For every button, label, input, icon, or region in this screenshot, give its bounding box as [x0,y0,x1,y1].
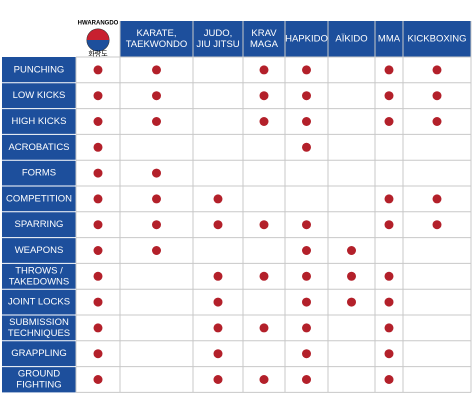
dot [384,117,394,126]
column-header: MMA [378,34,401,45]
dot [93,349,103,359]
dot [213,194,223,204]
dot [152,65,161,75]
dot [432,117,442,126]
dot [93,91,103,101]
dot [384,323,394,333]
dot [213,297,223,307]
row-label-band [2,57,76,393]
dot [347,297,356,307]
row-label: THROWS / [15,265,63,276]
dot [93,323,103,333]
dot [213,220,223,230]
dot [93,142,103,152]
dot [347,271,356,281]
dot [384,271,394,281]
logo: HWARANGDO 화랑도 [78,21,119,58]
header-band [120,21,471,57]
dot [213,271,223,281]
dot [384,349,394,359]
dot [152,194,161,204]
dot [347,246,356,255]
dot [93,246,103,255]
row-label: TECHNIQUES [8,328,70,339]
dot [384,194,394,204]
dot [432,65,442,75]
column-header: KRAV [251,28,277,39]
logo-text: HWARANGDO [78,21,119,27]
dot [384,220,394,230]
dot [302,65,311,75]
dot [259,323,269,333]
row-label: SPARRING [15,219,64,230]
dot [152,220,161,230]
row-label: SUBMISSION [9,317,69,328]
row-label: COMPETITION [6,193,72,204]
row-label: GRAPPLING [11,348,66,359]
dot [93,168,103,178]
column-header: MAGA [250,39,279,50]
logo-blue [87,40,109,51]
dot [259,117,269,126]
dot [93,194,103,204]
column-header: KICKBOXING [407,34,466,45]
column-header: HAPKIDO [285,34,328,45]
row-label: FIGHTING [16,380,61,391]
logo-red [87,29,109,40]
dot [152,117,161,126]
row-label: GROUND [18,369,60,380]
dot [152,168,161,178]
dot [384,65,394,75]
dot [93,271,103,281]
dot [93,297,103,307]
row-label: LOW KICKS [13,90,66,101]
dot [152,91,161,101]
row-label: WEAPONS [15,245,64,256]
row-label: PUNCHING [14,64,65,75]
row-label: FORMS [22,168,56,179]
row-label: TAKEDOWNS [9,276,70,287]
row-label: JOINT LOCKS [8,297,70,308]
logo-korean: 화랑도 [88,50,108,58]
row-label: ACROBATICS [8,142,69,153]
dot [432,91,442,101]
column-header: AÏKIDO [335,34,367,45]
column-header: JUDO, [204,28,233,39]
dot [93,117,103,126]
dot [384,375,394,384]
column-header: KARATE, [137,28,177,39]
dot [302,117,311,126]
dot [302,246,311,255]
dot [259,91,269,101]
dot [432,220,442,230]
dot [93,220,103,230]
dot [432,194,442,204]
dot [152,246,161,255]
dot [302,220,311,230]
row-label: HIGH KICKS [12,116,67,127]
column-header: JIU JITSU [196,39,239,50]
dot [259,271,269,281]
dot [302,142,311,152]
dot [302,375,311,384]
dot [93,375,103,384]
column-header: TAEKWONDO [126,39,188,50]
dot [302,271,311,281]
dot [213,349,223,359]
dot [384,91,394,101]
dot [259,375,269,384]
dot [93,65,103,75]
dot [302,349,311,359]
dot [302,323,311,333]
dot [302,91,311,101]
dot [384,297,394,307]
dot [302,297,311,307]
dot [259,65,269,75]
dot [213,375,223,384]
dot [259,220,269,230]
dot [213,323,223,333]
